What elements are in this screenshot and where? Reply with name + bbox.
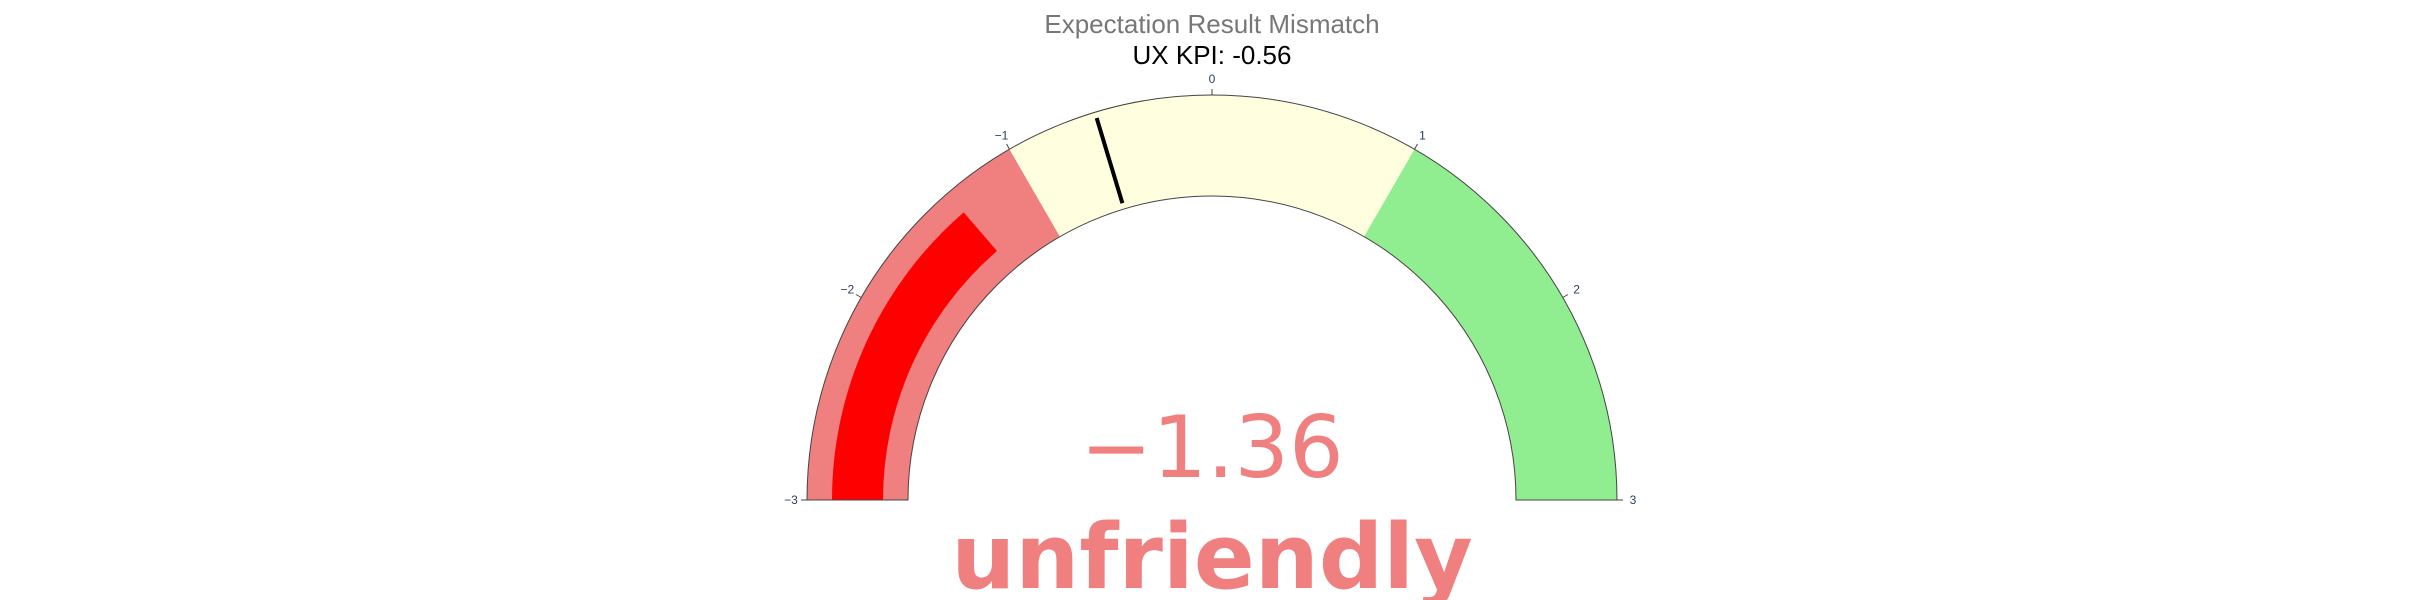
gauge-tick-label: −2 <box>841 283 855 297</box>
gauge-tick-label: 1 <box>1419 128 1426 142</box>
gauge-step-1 <box>1009 95 1415 237</box>
gauge-tick-label: 3 <box>1630 493 1637 507</box>
gauge-category-label: unfriendly <box>951 505 1473 600</box>
gauge-outline <box>806 94 1618 501</box>
gauge-tick-label: 0 <box>1209 72 1216 86</box>
gauge-tick-mark <box>855 294 862 298</box>
gauge-bar-layer <box>831 212 998 500</box>
gauge-tick-label: −3 <box>784 493 798 507</box>
gauge-value-bar <box>831 212 998 500</box>
gauge-tick-mark <box>1562 294 1569 298</box>
gauge-tick-label: −1 <box>995 128 1009 142</box>
gauge-tick-mark <box>1414 143 1418 150</box>
gauge-threshold-layer <box>1094 117 1125 204</box>
gauge-ticks: −3 −2 −1 0 1 2 3 <box>784 72 1637 507</box>
gauge-tick-label: 2 <box>1573 283 1580 297</box>
gauge-outline-layer <box>806 94 1618 501</box>
gauge-value: −1.36 <box>1080 398 1344 498</box>
gauge-step-2 <box>1364 149 1617 500</box>
gauge-threshold-line <box>1094 117 1125 204</box>
chart-subtitle: UX KPI: -0.56 <box>1133 40 1292 70</box>
chart-title: Expectation Result Mismatch <box>1044 9 1379 39</box>
gauge-tick-mark <box>1006 143 1010 150</box>
